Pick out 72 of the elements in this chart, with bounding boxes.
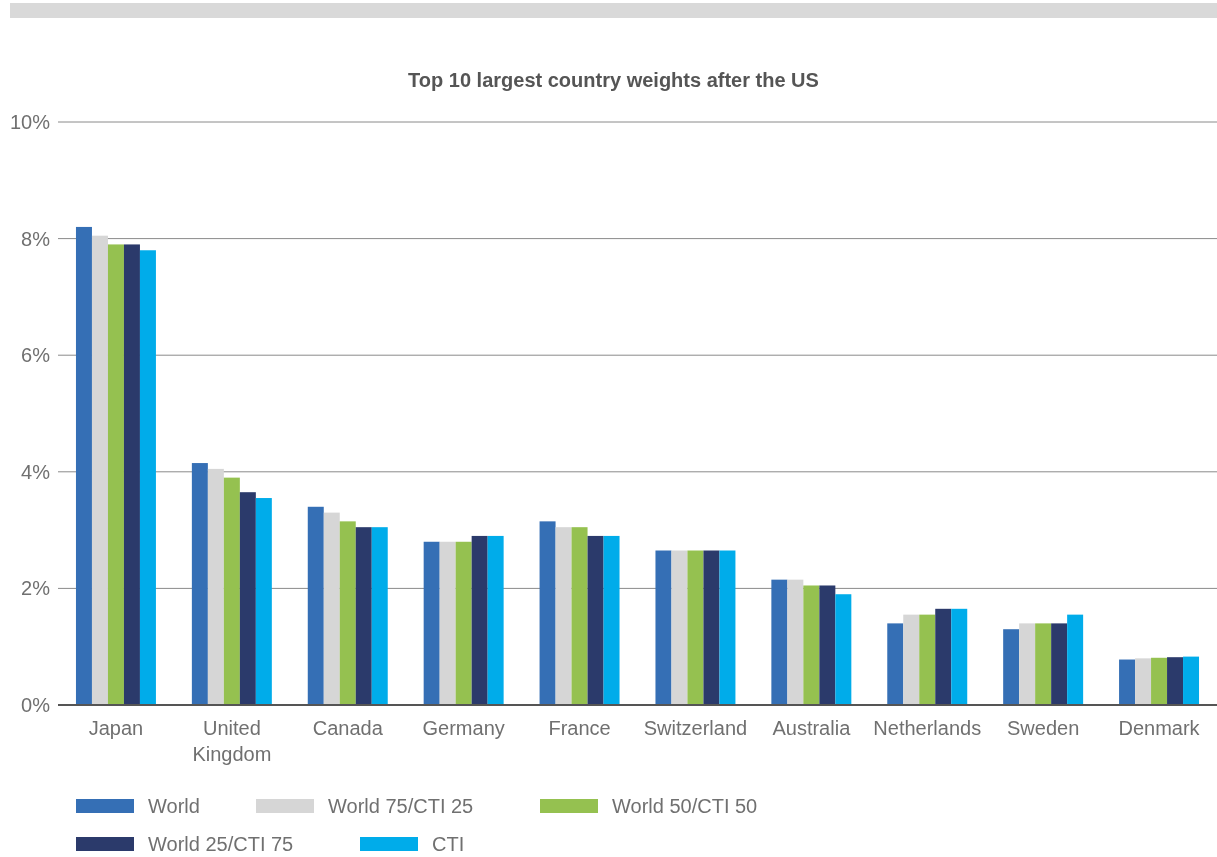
bar bbox=[1067, 614, 1084, 705]
bar bbox=[587, 535, 604, 705]
bar bbox=[307, 506, 324, 705]
bar bbox=[139, 250, 156, 705]
x-tick-label: Canada bbox=[312, 717, 384, 739]
bar bbox=[1019, 623, 1036, 705]
bar bbox=[455, 541, 472, 705]
bar bbox=[803, 585, 820, 705]
bar bbox=[75, 226, 92, 705]
legend-label: World bbox=[148, 795, 200, 817]
x-tick-label: Sweden bbox=[1007, 717, 1080, 739]
x-tick-label: Switzerland bbox=[643, 717, 748, 739]
x-tick-label: Germany bbox=[422, 717, 505, 739]
bar bbox=[703, 550, 720, 705]
bar bbox=[1051, 623, 1068, 705]
legend-label: CTI bbox=[432, 833, 465, 855]
y-tick-label: 8% bbox=[21, 227, 51, 250]
bar bbox=[207, 468, 224, 705]
bar bbox=[919, 614, 936, 705]
bar bbox=[355, 527, 372, 705]
bar bbox=[1003, 629, 1020, 705]
bar bbox=[687, 550, 704, 705]
x-tick-label: Netherlands bbox=[873, 717, 982, 739]
bar bbox=[423, 541, 440, 705]
bar bbox=[1167, 657, 1184, 705]
legend-label: World 75/CTI 25 bbox=[328, 795, 474, 817]
bar bbox=[835, 594, 852, 705]
bar bbox=[571, 527, 588, 705]
bar bbox=[719, 550, 736, 705]
bar bbox=[787, 579, 804, 705]
bar bbox=[819, 585, 836, 705]
bar bbox=[555, 527, 572, 705]
bar bbox=[951, 608, 968, 705]
bar bbox=[471, 535, 488, 705]
bar bbox=[603, 535, 620, 705]
bar bbox=[339, 521, 356, 705]
bar bbox=[1119, 659, 1136, 705]
bar bbox=[935, 608, 952, 705]
legend-label: World 25/CTI 75 bbox=[148, 833, 294, 855]
legend-label: World 50/CTI 50 bbox=[612, 795, 758, 817]
y-tick-label: 6% bbox=[21, 344, 51, 367]
y-tick-label: 4% bbox=[21, 460, 51, 483]
bar bbox=[107, 244, 124, 705]
bar bbox=[655, 550, 672, 705]
bar bbox=[255, 498, 272, 705]
x-tick-label: Denmark bbox=[1118, 717, 1201, 739]
bar bbox=[439, 541, 456, 705]
bar bbox=[191, 463, 208, 705]
bar bbox=[1135, 658, 1152, 705]
bar bbox=[1183, 656, 1200, 705]
chart-title: Top 10 largest country weights after the US bbox=[408, 69, 819, 91]
bar bbox=[487, 535, 504, 705]
bar bbox=[887, 623, 904, 705]
bar bbox=[223, 477, 240, 705]
bar bbox=[1035, 623, 1052, 705]
bar bbox=[123, 244, 140, 705]
bar bbox=[771, 579, 788, 705]
bar bbox=[1151, 657, 1168, 705]
y-tick-label: 2% bbox=[21, 577, 51, 600]
x-tick-label: United Kingdom bbox=[192, 717, 272, 765]
bar bbox=[323, 512, 340, 705]
y-tick-label: 10% bbox=[9, 111, 51, 133]
bar bbox=[903, 614, 920, 705]
bar bbox=[371, 527, 388, 705]
bar bbox=[91, 235, 108, 705]
bar bbox=[239, 492, 256, 705]
x-tick-label: Australia bbox=[772, 717, 852, 739]
bar bbox=[671, 550, 688, 705]
x-tick-label: Japan bbox=[88, 717, 144, 739]
bar bbox=[539, 521, 556, 705]
x-tick-label: France bbox=[548, 717, 611, 739]
y-tick-label: 0% bbox=[21, 694, 51, 716]
